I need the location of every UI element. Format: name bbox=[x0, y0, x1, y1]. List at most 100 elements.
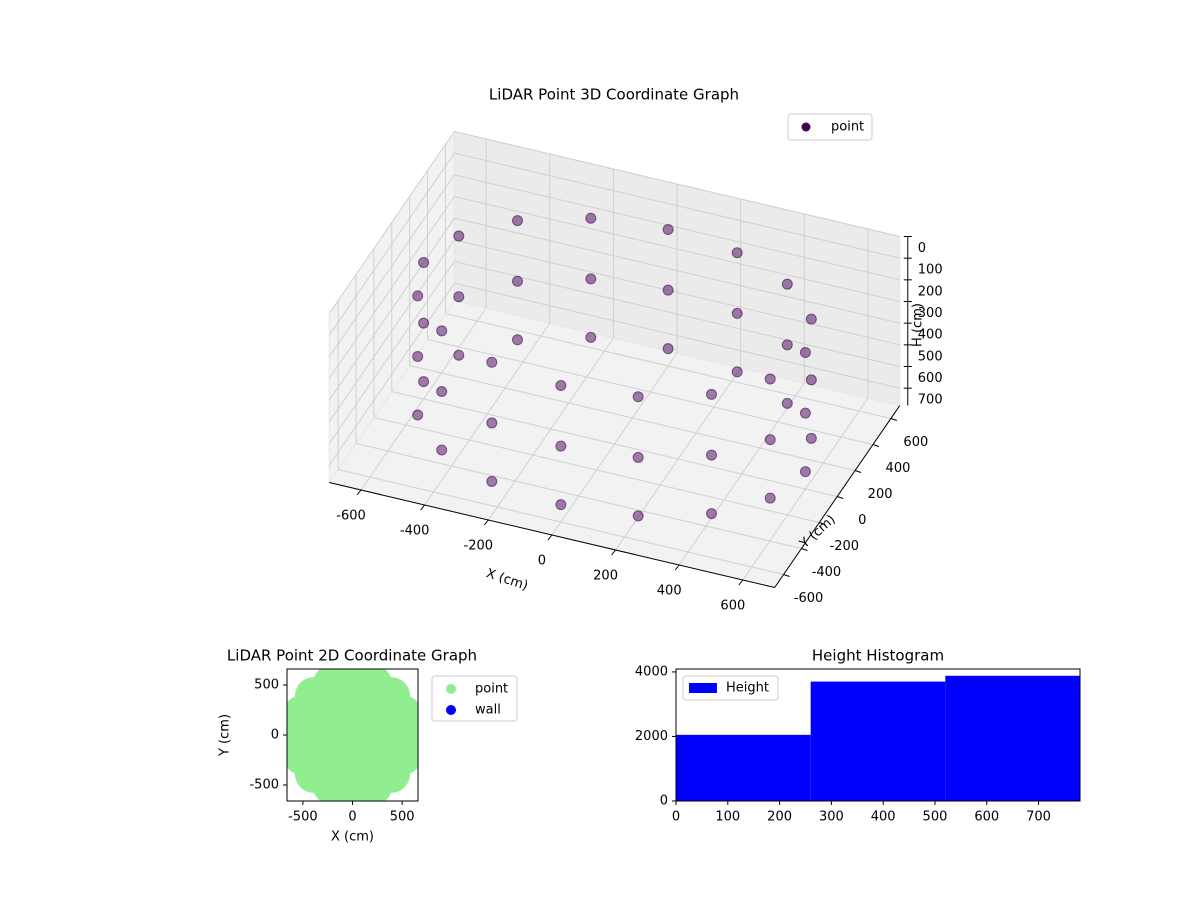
y-tick-label: 4000 bbox=[635, 664, 668, 679]
z-axis-label: H (cm) bbox=[911, 303, 926, 347]
point bbox=[418, 376, 430, 388]
point bbox=[706, 388, 718, 400]
point bbox=[731, 307, 743, 319]
y-tick-label: 200 bbox=[868, 487, 893, 502]
x-tick bbox=[420, 504, 426, 511]
y-tick bbox=[890, 418, 898, 421]
z-tick-label: 200 bbox=[918, 284, 943, 299]
grid-line bbox=[454, 196, 900, 302]
point bbox=[412, 351, 424, 363]
y-tick-label: 400 bbox=[886, 461, 911, 476]
grid-line bbox=[454, 174, 900, 281]
y-axis bbox=[774, 405, 901, 588]
bar bbox=[676, 734, 811, 801]
grid-line bbox=[328, 217, 455, 401]
legend-box bbox=[431, 675, 518, 722]
y-tick bbox=[872, 444, 880, 447]
y-tick bbox=[854, 470, 862, 473]
point bbox=[764, 492, 776, 504]
grid-line bbox=[427, 339, 874, 445]
y-tick-label: 2000 bbox=[635, 729, 668, 744]
x-tick-label: 500 bbox=[923, 810, 948, 825]
point bbox=[781, 397, 793, 409]
y-tick-label: -400 bbox=[812, 565, 842, 580]
legend-marker bbox=[446, 684, 456, 694]
x-tick-label: 200 bbox=[593, 569, 618, 584]
point bbox=[585, 273, 597, 285]
point bbox=[412, 409, 424, 421]
point bbox=[453, 349, 465, 361]
point bbox=[453, 230, 465, 242]
point bbox=[555, 440, 567, 452]
legend-box bbox=[787, 113, 873, 141]
y-tick-label: 0 bbox=[858, 513, 866, 528]
x-tick bbox=[483, 519, 489, 526]
x-axis-label: X (cm) bbox=[331, 830, 374, 845]
x-tick-label: 600 bbox=[720, 599, 745, 614]
z-tick-label: 300 bbox=[918, 306, 943, 321]
x-axis bbox=[329, 482, 775, 588]
grid-line bbox=[338, 469, 784, 575]
grid-line bbox=[328, 282, 455, 466]
z-tick-label: 700 bbox=[918, 393, 943, 408]
point bbox=[511, 275, 523, 287]
point bbox=[632, 391, 644, 403]
grid-line bbox=[328, 174, 455, 358]
legend-marker bbox=[689, 683, 717, 693]
point bbox=[805, 313, 817, 325]
y-tick-label: -500 bbox=[249, 778, 279, 793]
grid-line bbox=[328, 152, 455, 336]
x-tick-label: 500 bbox=[390, 810, 415, 825]
grid-line bbox=[454, 261, 900, 367]
grid-line bbox=[454, 282, 900, 389]
x-tick-label: -200 bbox=[464, 539, 494, 554]
grid-line bbox=[328, 196, 455, 379]
bar bbox=[945, 675, 1080, 801]
grid-line bbox=[328, 239, 455, 423]
grid-line bbox=[355, 443, 802, 549]
grid-line bbox=[454, 152, 900, 259]
z-tick-label: 600 bbox=[918, 371, 943, 386]
grid-line bbox=[445, 313, 891, 419]
x-tick-label: -600 bbox=[336, 509, 366, 524]
legend-marker bbox=[446, 705, 456, 715]
grid-line bbox=[373, 417, 820, 523]
chart-title: LiDAR Point 3D Coordinate Graph bbox=[489, 86, 739, 104]
axes-frame bbox=[675, 668, 1081, 802]
grid-line bbox=[454, 239, 900, 346]
grid-line bbox=[454, 217, 900, 324]
x-tick-label: 700 bbox=[1026, 810, 1051, 825]
x-tick-label: 600 bbox=[974, 810, 999, 825]
point bbox=[805, 432, 817, 444]
grid-line bbox=[328, 131, 455, 314]
x-tick bbox=[674, 564, 680, 571]
point bbox=[632, 510, 644, 522]
y-axis-label: Y (cm) bbox=[218, 714, 233, 757]
point bbox=[662, 343, 674, 355]
point bbox=[731, 247, 743, 259]
legend-label: point bbox=[831, 120, 864, 135]
z-tick-label: 500 bbox=[918, 349, 943, 364]
point bbox=[555, 499, 567, 511]
y-tick-label: -600 bbox=[794, 591, 824, 606]
x-tick-label: 0 bbox=[348, 810, 356, 825]
point bbox=[555, 380, 567, 391]
point bbox=[805, 374, 817, 386]
point bbox=[781, 339, 793, 351]
point bbox=[781, 278, 793, 290]
point bbox=[412, 290, 424, 302]
z-tick-label: 100 bbox=[918, 263, 943, 278]
point bbox=[436, 385, 448, 397]
x-tick-label: 100 bbox=[715, 810, 740, 825]
legend-label: point bbox=[475, 682, 508, 697]
z-tick-label: 0 bbox=[918, 241, 926, 256]
point bbox=[632, 451, 644, 463]
point bbox=[333, 716, 372, 754]
x-tick-label: 400 bbox=[871, 810, 896, 825]
y-tick-label: 500 bbox=[254, 678, 279, 693]
x-tick bbox=[738, 579, 744, 586]
y-tick bbox=[819, 522, 826, 525]
x-tick bbox=[356, 489, 362, 496]
point bbox=[486, 475, 498, 487]
